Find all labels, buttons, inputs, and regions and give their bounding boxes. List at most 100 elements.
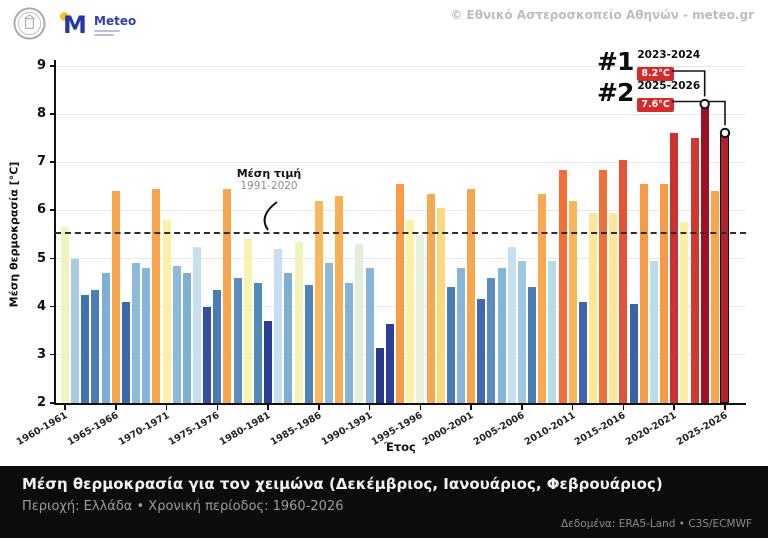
y-axis-title: Μέση θερμοκρασία [°C]: [7, 161, 21, 308]
bar-2022-2023: [690, 138, 699, 403]
bar-2016-2017: [629, 304, 638, 403]
y-tick-label-8: 8: [36, 106, 46, 122]
bar-2004-2005: [507, 246, 516, 403]
bar-2007-2008: [538, 193, 547, 403]
copyright-text: © Εθνικό Αστεροσκοπείο Αθηνών - meteo.gr: [450, 8, 754, 22]
bar-2009-2010: [558, 169, 567, 403]
bar-2010-2011: [568, 200, 577, 403]
bar-1993-1994: [396, 183, 405, 403]
x-tick-1980-1981: [267, 405, 269, 410]
y-tick-8: [50, 113, 55, 115]
bar-2018-2019: [649, 260, 658, 403]
bar-2011-2012: [578, 301, 587, 403]
x-tick-1985-1986: [318, 405, 320, 410]
x-tick-1965-1966: [114, 405, 117, 410]
bar-1984-1985: [304, 285, 313, 403]
mean-annotation-label: Μέση τιμή: [236, 167, 302, 180]
bar-1991-1992: [375, 347, 384, 403]
bar-1983-1984: [294, 241, 303, 403]
y-tick-label-5: 5: [36, 250, 46, 266]
bar-2014-2015: [609, 212, 618, 403]
bar-1973-1974: [192, 246, 201, 403]
bar-1997-1998: [436, 208, 445, 403]
y-tick-4: [50, 305, 55, 308]
bar-1990-1991: [365, 268, 374, 403]
bar-1988-1989: [345, 282, 354, 403]
y-tick-label-2: 2: [36, 395, 46, 410]
bar-1989-1990: [355, 244, 364, 403]
bar-1982-1983: [284, 273, 293, 403]
caption-band: Μέση θερμοκρασία για τον χειμώνα (Δεκέμβ…: [0, 466, 768, 538]
bar-2015-2016: [619, 159, 628, 403]
chart-title: Μέση θερμοκρασία για τον χειμώνα (Δεκέμβ…: [22, 475, 663, 493]
bar-1979-1980: [253, 282, 262, 403]
bar-2025-2026: [720, 133, 730, 403]
bar-1961-1962: [71, 258, 80, 403]
x-tick-2015-2016: [622, 405, 625, 410]
bar-1965-1966: [111, 191, 120, 403]
bar-2021-2022: [680, 222, 689, 403]
rank2-season: 2025-2026: [637, 80, 701, 92]
bar-1992-1993: [385, 323, 394, 403]
bar-1996-1997: [426, 193, 435, 403]
bar-1977-1978: [233, 277, 242, 403]
bar-1994-1995: [406, 220, 415, 403]
y-tick-2: [50, 402, 55, 404]
y-tick-label-9: 9: [36, 58, 46, 74]
bar-1966-1967: [121, 301, 130, 403]
bar-2024-2025: [710, 191, 719, 403]
gridline-7: [55, 161, 746, 163]
rank2-value-badge: 7.6°C: [637, 98, 674, 112]
bar-1970-1971: [162, 220, 171, 403]
meteo-logo-tagline: [94, 30, 136, 36]
y-tick-label-6: 6: [36, 202, 46, 218]
rank1-callout: #1 2023-2024 8.2°C: [597, 49, 700, 81]
mean-1991-2020-line: [55, 232, 746, 235]
bar-2008-2009: [548, 260, 557, 403]
bar-1976-1977: [223, 188, 232, 403]
meteo-logo: M Meteo: [60, 12, 136, 38]
x-tick-2020-2021: [673, 405, 676, 410]
bar-1980-1981: [264, 321, 273, 403]
bar-1974-1975: [203, 306, 212, 403]
x-axis-line: [55, 403, 746, 405]
y-axis-line: [54, 60, 56, 405]
bar-2003-2004: [497, 268, 506, 403]
bar-1995-1996: [416, 234, 425, 403]
rank2-number: #2: [597, 78, 634, 107]
y-tick-label-4: 4: [36, 298, 46, 314]
bar-2012-2013: [588, 212, 597, 403]
gridline-8: [55, 113, 746, 115]
bar-1998-1999: [446, 287, 455, 403]
x-tick-1995-1996: [419, 405, 422, 410]
bar-1981-1982: [274, 248, 283, 403]
bar-1978-1979: [243, 239, 252, 403]
gridline-9: [55, 65, 746, 67]
bar-1971-1972: [172, 265, 181, 403]
bar-2023-2024: [700, 104, 709, 403]
mean-annotation-arrow: [263, 201, 278, 231]
y-tick-6: [50, 209, 55, 212]
mean-annotation: Μέση τιμή 1991-2020: [214, 167, 324, 192]
chart-subtitle: Περιοχή: Ελλάδα • Χρονική περίοδος: 1960…: [22, 499, 344, 514]
meteo-logo-sun-dot-icon: [60, 12, 69, 21]
rank1-season: 2023-2024: [637, 49, 701, 61]
meteo-logo-m-icon: M: [60, 12, 90, 38]
meteo-logo-name: Meteo: [94, 14, 137, 28]
x-tick-1990-1991: [368, 405, 371, 410]
bar-1975-1976: [213, 289, 222, 403]
bar-2001-2002: [477, 299, 486, 403]
y-tick-9: [50, 65, 55, 67]
x-tick-1960-1961: [64, 405, 66, 410]
bar-1987-1988: [335, 195, 344, 403]
bar-1972-1973: [182, 273, 191, 403]
bar-2006-2007: [528, 287, 537, 403]
y-tick-label-7: 7: [36, 154, 46, 170]
y-tick-5: [50, 257, 55, 260]
bar-1963-1964: [91, 289, 100, 403]
bar-2002-2003: [487, 277, 496, 403]
mean-annotation-period: 1991-2020: [240, 180, 298, 192]
bar-2020-2021: [670, 133, 679, 403]
noa-observatory-seal-icon: [13, 7, 46, 40]
